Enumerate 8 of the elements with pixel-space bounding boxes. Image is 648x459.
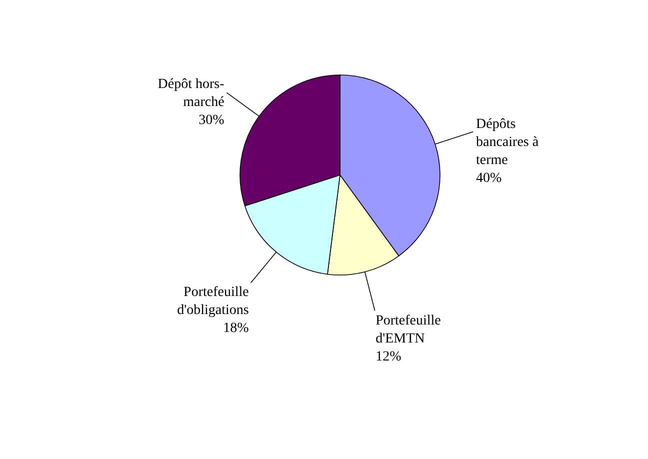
data-label: 30%	[198, 112, 225, 128]
data-label: 40%	[476, 170, 502, 186]
slice-label: Dépôts bancaires à terme	[476, 116, 540, 168]
data-label: 18%	[223, 321, 250, 336]
data-label: 12%	[376, 350, 402, 365]
slice-label: Portefeuille d'obligations	[177, 285, 249, 318]
slice-label: Dépôt hors-marché	[158, 76, 225, 110]
slice-label: Portefeuille d'EMTN	[376, 314, 441, 347]
